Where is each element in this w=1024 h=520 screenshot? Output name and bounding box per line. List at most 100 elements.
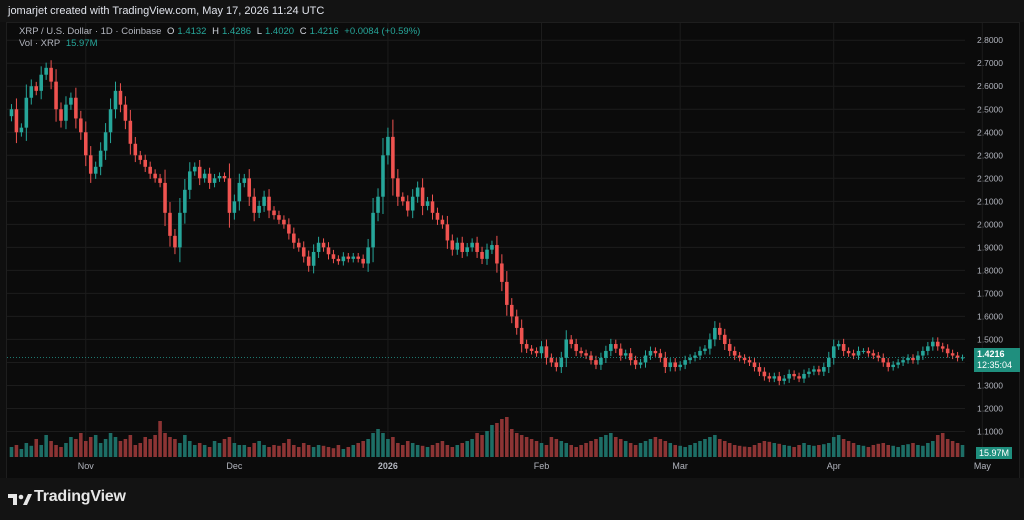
candle-body (212, 178, 217, 183)
volume-bar (514, 433, 519, 457)
volume-bar (371, 433, 375, 457)
chart-panel[interactable]: 2.8000 2.7000 2.6000 2.5000 2.4000 2.3000 2.20… (6, 22, 1020, 480)
volume-bar (747, 447, 752, 457)
volume-bar (752, 445, 757, 457)
candle-body (742, 357, 747, 361)
candle-body (678, 364, 682, 368)
candle-body (222, 176, 227, 179)
candle-body (881, 357, 886, 363)
candle-body (272, 210, 276, 216)
volume-bar (623, 441, 628, 457)
chart-canvas[interactable]: 2.8000 2.7000 2.6000 2.5000 2.4000 2.3000 2.20… (7, 23, 1019, 479)
candle-body (658, 353, 663, 358)
volume-bar (44, 435, 48, 457)
volume-bar (415, 445, 420, 457)
volume-bar (896, 447, 900, 457)
candle-body (301, 247, 306, 257)
candle-body (267, 196, 271, 211)
candle-body (163, 182, 167, 213)
volume-bar (921, 445, 925, 457)
volume-bar (871, 445, 876, 457)
volume-bar (405, 441, 410, 457)
volume-bar (643, 441, 648, 457)
volume-bar (866, 447, 871, 457)
volume-bar (539, 443, 544, 457)
volume-bar (777, 443, 782, 457)
candle-body (138, 155, 143, 160)
candle-body (500, 263, 504, 282)
volume-bar (534, 441, 539, 457)
candle-body (44, 67, 48, 75)
volume-bar (148, 439, 152, 457)
volume-bar (618, 439, 623, 457)
candle-body (628, 353, 633, 361)
candle-body (227, 178, 232, 213)
volume-bar (376, 429, 380, 457)
volume-bar (886, 445, 891, 457)
candle-body (178, 212, 182, 248)
volume-bar (792, 447, 796, 457)
candle-body (495, 245, 499, 264)
candle-body (524, 344, 529, 349)
volume-bar (64, 443, 68, 457)
volume-bar (940, 433, 945, 457)
volume-bar (19, 449, 24, 457)
volume-bar (807, 445, 811, 457)
candle-body (940, 346, 945, 349)
volume-bar (197, 443, 202, 457)
volume-bar (445, 445, 450, 457)
volume-bar (103, 439, 108, 457)
volume-bar (574, 447, 578, 457)
volume-bar (519, 435, 524, 457)
volume-bar (505, 417, 509, 457)
export-caption: jomarjet created with TradingView.com, M… (8, 5, 325, 17)
candle-body (277, 215, 281, 220)
volume-bar (500, 419, 504, 457)
candle-body (559, 357, 564, 368)
candle-body (103, 132, 108, 151)
volume-bar (79, 433, 83, 457)
y-tick-label: 2.5000 (977, 104, 1003, 114)
candle-body (24, 97, 29, 128)
candle-body (668, 362, 673, 368)
volume-bar (470, 439, 474, 457)
candle-body (415, 187, 420, 197)
candle-body (926, 346, 930, 351)
candle-body (757, 367, 762, 372)
candle-body (822, 367, 826, 372)
volume-bar (722, 441, 727, 457)
candle-body (366, 247, 370, 264)
candle-body (831, 346, 836, 358)
y-tick-label: 2.4000 (977, 127, 1003, 137)
candle-body (633, 360, 638, 365)
volume-bar (118, 441, 123, 457)
candle-body (173, 235, 177, 248)
candle-body (737, 355, 742, 358)
candle-body (410, 196, 415, 211)
candle-body (589, 355, 593, 361)
volume-bar (24, 443, 29, 457)
candle-body (158, 178, 162, 183)
volume-bar (614, 437, 618, 457)
candle-body (519, 327, 524, 345)
candle-body (782, 378, 786, 381)
candle-body (906, 357, 910, 361)
candle-body (64, 104, 68, 121)
volume-bar (911, 443, 915, 457)
candle-body (534, 350, 539, 354)
candle-body (539, 346, 544, 354)
candle-body (614, 344, 618, 349)
candle-body (386, 136, 390, 156)
x-tick-label: Nov (78, 461, 95, 471)
volume-bar (955, 443, 960, 457)
candle-body (296, 242, 301, 248)
symbol-title: XRP / U.S. Dollar · 1D · Coinbase (19, 26, 162, 37)
candle-body (197, 166, 202, 179)
volume-bar (93, 435, 98, 457)
volume-bar (188, 441, 192, 457)
candle-body (252, 196, 256, 213)
volume-bar (247, 447, 252, 457)
volume-bar (683, 447, 687, 457)
volume-bar (876, 443, 881, 457)
volume-bar (727, 443, 732, 457)
